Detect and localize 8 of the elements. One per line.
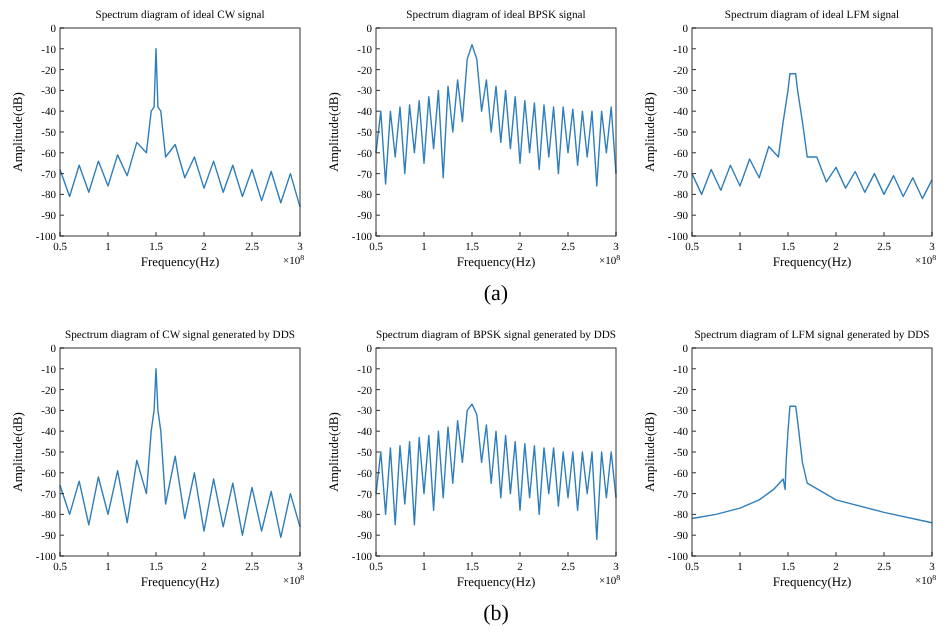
line-series	[375, 43, 617, 187]
line-series	[691, 405, 933, 524]
text: (b)	[483, 602, 510, 626]
text: (a)	[483, 282, 509, 306]
line-series	[59, 48, 301, 208]
line-series	[59, 368, 301, 538]
line-series	[375, 403, 617, 541]
line-series	[691, 73, 933, 200]
